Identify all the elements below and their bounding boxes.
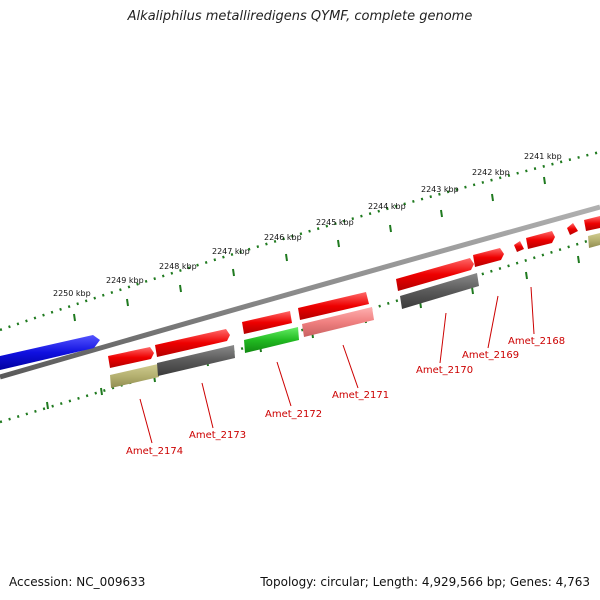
scale-label: 2242 kbp: [472, 168, 510, 177]
scale-label: 2241 kbp: [524, 152, 562, 161]
scale-label: 2249 kbp: [106, 276, 144, 285]
scale-label: 2243 kbp: [421, 185, 459, 194]
gene-arrow: [242, 311, 292, 334]
gene-box: [588, 233, 600, 248]
forward-genes: [108, 216, 600, 368]
gene-box: [302, 307, 374, 337]
leader-lines: [139, 286, 535, 444]
gene-box: [110, 364, 159, 388]
gene-box: [157, 345, 235, 376]
highlight-feature: [0, 335, 100, 370]
scale-label: 2248 kbp: [159, 262, 197, 271]
scale-labels: 2250 kbp 2249 kbp 2248 kbp 2247 kbp 2246…: [53, 152, 562, 298]
scale-label: 2247 kbp: [212, 247, 250, 256]
genome-backbone: [0, 204, 600, 380]
gene-arrow: [567, 223, 578, 235]
gene-label-amet-2174: Amet_2174: [126, 446, 183, 457]
scale-label: 2246 kbp: [264, 233, 302, 242]
gene-arrow: [396, 258, 474, 291]
topology-text: Topology: circular; Length: 4,929,566 bp…: [260, 575, 590, 589]
gene-label-amet-2171: Amet_2171: [332, 390, 389, 401]
gene-label-amet-2170: Amet_2170: [416, 365, 473, 376]
gene-arrow: [298, 292, 369, 320]
scale-label: 2245 kbp: [316, 218, 354, 227]
gene-label-amet-2168: Amet_2168: [508, 336, 565, 347]
inner-tick-ring: [0, 235, 600, 424]
scale-label: 2244 kbp: [368, 202, 406, 211]
gene-label-amet-2169: Amet_2169: [462, 350, 519, 361]
gene-arrow: [514, 241, 524, 252]
gene-label-amet-2173: Amet_2173: [189, 430, 246, 441]
gene-arrow: [155, 329, 230, 357]
outer-major-ticks: [73, 176, 546, 322]
gene-arrow: [584, 216, 600, 231]
gene-box: [244, 327, 299, 353]
gene-arrow: [526, 231, 555, 249]
gene-label-amet-2172: Amet_2172: [265, 409, 322, 420]
reverse-genes: [110, 233, 600, 388]
scale-label: 2250 kbp: [53, 289, 91, 298]
gene-arrow: [108, 347, 154, 368]
gene-arrow: [473, 248, 504, 267]
genome-title: Alkaliphilus metalliredigens QYMF, compl…: [127, 9, 473, 24]
gene-box: [400, 273, 479, 309]
gene-labels: Amet_2174 Amet_2173 Amet_2172 Amet_2171 …: [126, 336, 565, 457]
accession-text: Accession: NC_009633: [9, 575, 146, 589]
